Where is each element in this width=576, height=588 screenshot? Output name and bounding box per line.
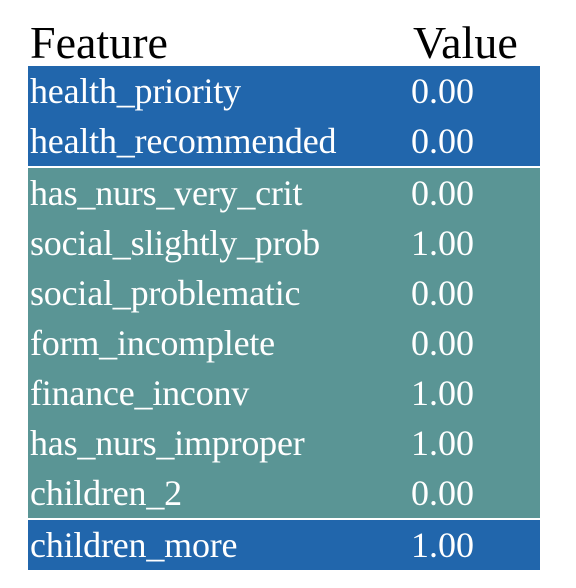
table-row: form_incomplete 0.00 <box>28 318 540 368</box>
value-cell: 0.00 <box>411 323 474 363</box>
table-row: finance_inconv 1.00 <box>28 368 540 418</box>
feature-cell: children_2 <box>30 473 182 513</box>
feature-cell: form_incomplete <box>30 323 275 363</box>
feature-cell: social_slightly_prob <box>30 223 320 263</box>
value-cell: 0.00 <box>411 473 474 513</box>
group-divider <box>28 166 540 168</box>
table-row: has_nurs_very_crit 0.00 <box>28 168 540 218</box>
table-row: social_slightly_prob 1.00 <box>28 218 540 268</box>
row-group: has_nurs_very_crit 0.00 social_slightly_pr… <box>28 168 540 518</box>
value-cell: 0.00 <box>411 273 474 313</box>
feature-cell: health_priority <box>30 71 241 111</box>
table-row: children_more 1.00 <box>28 520 540 570</box>
value-cell: 0.00 <box>411 173 474 213</box>
feature-column-header: Feature <box>30 17 168 68</box>
table-row: health_recommended 0.00 <box>28 116 540 166</box>
value-cell: 0.00 <box>411 121 474 161</box>
feature-cell: children_more <box>30 525 238 565</box>
feature-cell: has_nurs_improper <box>30 423 305 463</box>
value-cell: 0.00 <box>411 71 474 111</box>
group-divider <box>28 518 540 520</box>
table-row: health_priority 0.00 <box>28 66 540 116</box>
table-header: Feature Value <box>28 8 540 66</box>
row-group: health_priority 0.00 health_recommended 0.0… <box>28 66 540 166</box>
feature-value-table: Feature Value health_priority 0.00 health_… <box>28 8 540 570</box>
table-row: has_nurs_improper 1.00 <box>28 418 540 468</box>
table-body: health_priority 0.00 health_recommended 0.0… <box>28 66 540 570</box>
row-group: children_more 1.00 <box>28 520 540 570</box>
feature-cell: finance_inconv <box>30 373 250 413</box>
value-column-header: Value <box>413 17 518 68</box>
feature-cell: health_recommended <box>30 121 337 161</box>
value-cell: 1.00 <box>411 223 474 263</box>
value-cell: 1.00 <box>411 373 474 413</box>
table-row: children_2 0.00 <box>28 468 540 518</box>
value-cell: 1.00 <box>411 525 474 565</box>
value-cell: 1.00 <box>411 423 474 463</box>
feature-cell: social_problematic <box>30 273 301 313</box>
feature-cell: has_nurs_very_crit <box>30 173 303 213</box>
table-row: social_problematic 0.00 <box>28 268 540 318</box>
